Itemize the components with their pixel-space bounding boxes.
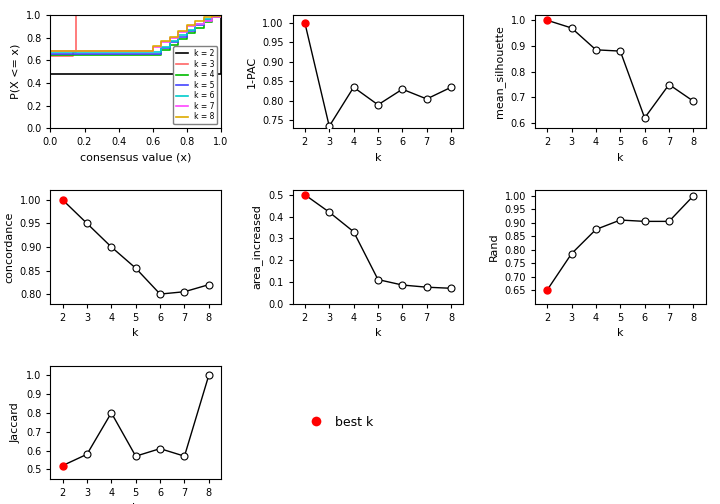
X-axis label: k: k: [132, 328, 139, 338]
X-axis label: k: k: [374, 328, 382, 338]
X-axis label: k: k: [617, 328, 624, 338]
Y-axis label: concordance: concordance: [4, 211, 14, 283]
Y-axis label: Rand: Rand: [489, 233, 499, 261]
X-axis label: k: k: [374, 153, 382, 163]
Legend: best k: best k: [299, 411, 379, 434]
X-axis label: k: k: [132, 503, 139, 504]
Y-axis label: mean_silhouette: mean_silhouette: [494, 25, 505, 118]
X-axis label: k: k: [617, 153, 624, 163]
X-axis label: consensus value (x): consensus value (x): [80, 153, 192, 163]
Legend: k = 2, k = 3, k = 4, k = 5, k = 6, k = 7, k = 8: k = 2, k = 3, k = 4, k = 5, k = 6, k = 7…: [173, 46, 217, 124]
Y-axis label: Jaccard: Jaccard: [11, 402, 20, 443]
Y-axis label: area_increased: area_increased: [252, 205, 263, 289]
Y-axis label: 1-PAC: 1-PAC: [246, 55, 256, 88]
Y-axis label: P(X <= x): P(X <= x): [11, 44, 20, 99]
